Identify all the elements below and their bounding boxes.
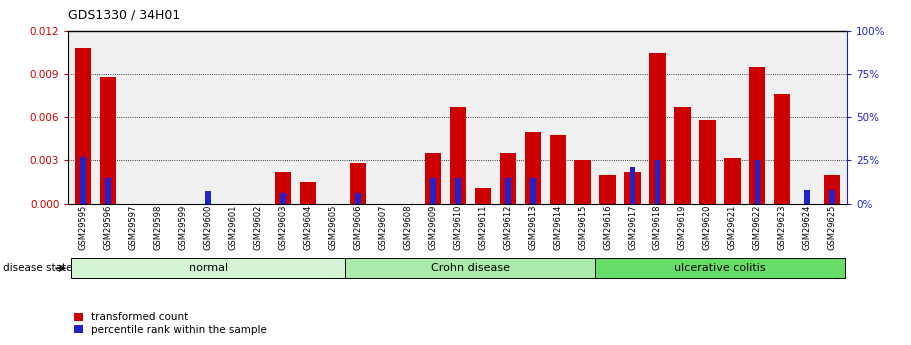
Bar bbox=[575, 160, 590, 204]
Text: normal: normal bbox=[189, 263, 228, 273]
Bar bbox=[530, 178, 536, 204]
Bar bbox=[350, 163, 366, 204]
Bar bbox=[499, 153, 516, 204]
Bar bbox=[106, 178, 111, 204]
Bar bbox=[595, 258, 844, 278]
Bar bbox=[505, 178, 510, 204]
Bar bbox=[475, 188, 491, 204]
Legend: transformed count, percentile rank within the sample: transformed count, percentile rank withi… bbox=[74, 312, 267, 335]
Bar bbox=[281, 193, 286, 204]
Bar bbox=[455, 178, 461, 204]
Bar bbox=[824, 175, 840, 204]
Text: Crohn disease: Crohn disease bbox=[431, 263, 510, 273]
Bar bbox=[71, 258, 345, 278]
Bar bbox=[345, 258, 595, 278]
Bar bbox=[674, 107, 691, 204]
Bar bbox=[804, 190, 810, 204]
Bar bbox=[754, 160, 760, 204]
Bar bbox=[300, 182, 316, 204]
Bar bbox=[655, 160, 660, 204]
Text: ulcerative colitis: ulcerative colitis bbox=[674, 263, 766, 273]
Bar bbox=[100, 77, 117, 204]
Bar bbox=[80, 157, 87, 204]
Bar bbox=[525, 132, 541, 204]
Bar bbox=[724, 158, 741, 204]
Bar bbox=[650, 52, 666, 204]
Bar bbox=[749, 67, 765, 204]
Bar bbox=[630, 167, 635, 204]
Bar bbox=[624, 172, 640, 204]
Text: GDS1330 / 34H01: GDS1330 / 34H01 bbox=[68, 9, 180, 22]
Bar bbox=[700, 120, 715, 204]
Bar bbox=[430, 178, 435, 204]
Bar bbox=[599, 175, 616, 204]
Bar bbox=[450, 107, 466, 204]
Bar bbox=[355, 193, 361, 204]
Bar bbox=[774, 94, 791, 204]
Bar bbox=[76, 48, 91, 204]
Text: disease state: disease state bbox=[3, 264, 72, 273]
Bar bbox=[205, 191, 211, 204]
Bar bbox=[829, 190, 835, 204]
Bar bbox=[549, 135, 566, 204]
Bar bbox=[275, 172, 292, 204]
Bar bbox=[425, 153, 441, 204]
